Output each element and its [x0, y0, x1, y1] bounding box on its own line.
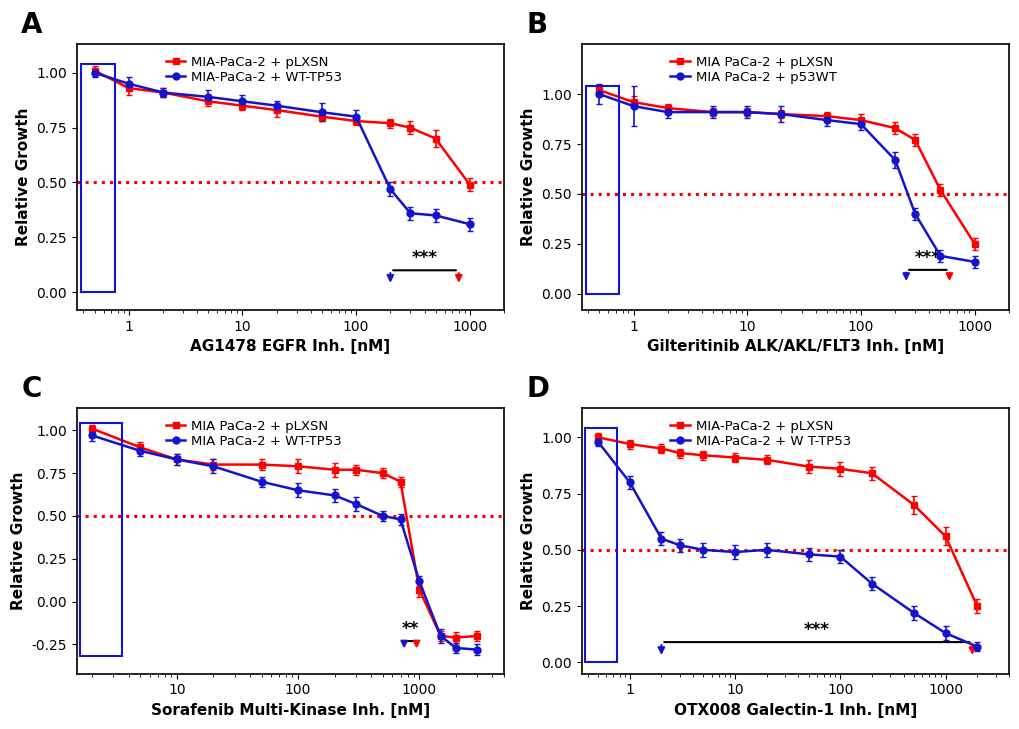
X-axis label: AG1478 EGFR Inh. [nM]: AG1478 EGFR Inh. [nM]: [191, 339, 390, 354]
Text: D: D: [526, 375, 548, 402]
Bar: [585, 86, 619, 294]
Text: A: A: [21, 11, 43, 39]
X-axis label: Sorafenib Multi-Kinase Inh. [nM]: Sorafenib Multi-Kinase Inh. [nM]: [151, 703, 430, 718]
Y-axis label: Relative Growth: Relative Growth: [16, 108, 31, 246]
Text: B: B: [526, 11, 547, 39]
Text: **: **: [401, 620, 419, 639]
Text: ***: ***: [412, 249, 437, 267]
Text: C: C: [21, 375, 42, 402]
Bar: [81, 64, 114, 292]
Legend: MIA PaCa-2 + pLXSN, MIA PaCa-2 + WT-TP53: MIA PaCa-2 + pLXSN, MIA PaCa-2 + WT-TP53: [160, 415, 346, 453]
Y-axis label: Relative Growth: Relative Growth: [520, 472, 535, 610]
Legend: MIA-PaCa-2 + pLXSN, MIA-PaCa-2 + W T-TP53: MIA-PaCa-2 + pLXSN, MIA-PaCa-2 + W T-TP5…: [664, 415, 855, 453]
Text: ***: ***: [914, 249, 940, 267]
Legend: MIA PaCa-2 + pLXSN, MIA PaCa-2 + p53WT: MIA PaCa-2 + pLXSN, MIA PaCa-2 + p53WT: [664, 51, 841, 90]
Y-axis label: Relative Growth: Relative Growth: [11, 472, 26, 610]
Bar: [81, 424, 121, 657]
Y-axis label: Relative Growth: Relative Growth: [520, 108, 535, 246]
Text: ***: ***: [803, 620, 829, 639]
Legend: MIA-PaCa-2 + pLXSN, MIA-PaCa-2 + WT-TP53: MIA-PaCa-2 + pLXSN, MIA-PaCa-2 + WT-TP53: [160, 51, 346, 90]
X-axis label: OTX008 Galectin-1 Inh. [nM]: OTX008 Galectin-1 Inh. [nM]: [673, 703, 916, 718]
Bar: [585, 428, 615, 663]
X-axis label: Gilteritinib ALK/AKL/FLT3 Inh. [nM]: Gilteritinib ALK/AKL/FLT3 Inh. [nM]: [646, 339, 943, 354]
